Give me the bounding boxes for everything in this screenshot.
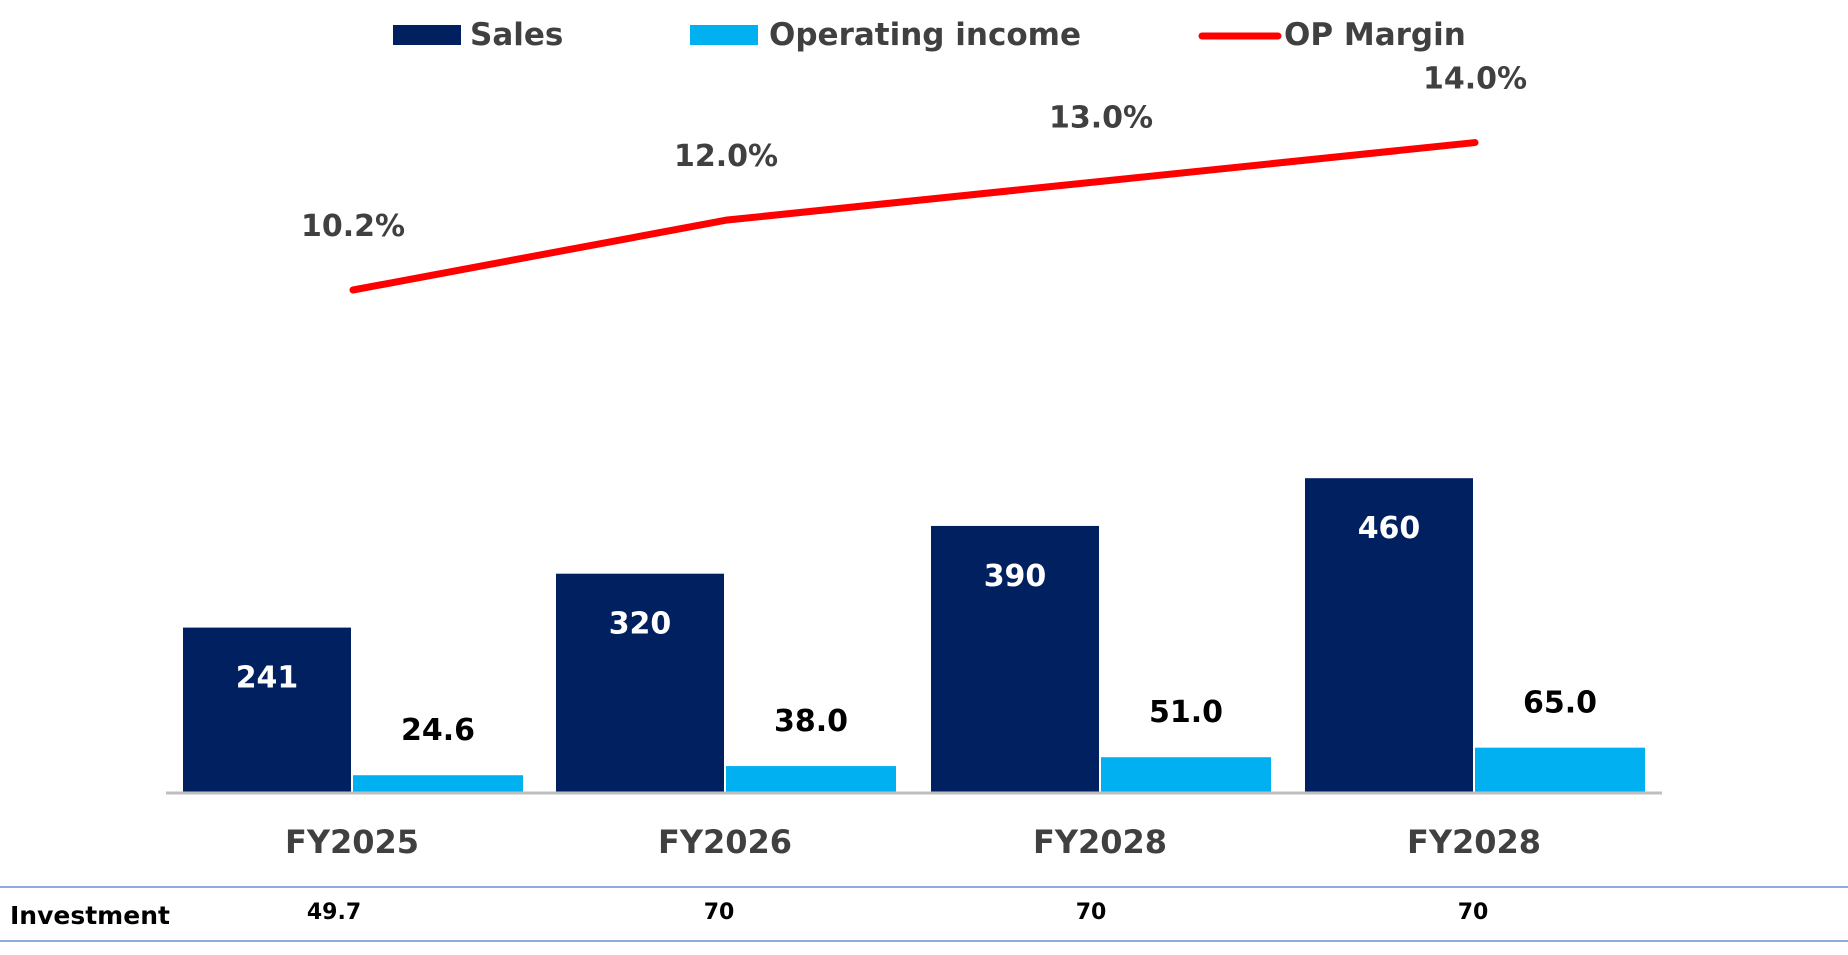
investment-value: 70 xyxy=(1076,900,1107,925)
op-margin-value-label: 12.0% xyxy=(674,139,778,174)
operating-income-bar xyxy=(1101,757,1271,792)
sales-value-label: 320 xyxy=(609,607,672,642)
investment-value: 49.7 xyxy=(307,900,361,925)
legend-swatch xyxy=(393,25,461,45)
op-margin-value-label: 10.2% xyxy=(301,209,405,244)
sales-bar xyxy=(1305,478,1473,792)
op-margin-value-label: 13.0% xyxy=(1049,100,1153,135)
sales-bar xyxy=(931,525,1099,792)
operating-income-bar xyxy=(1475,747,1645,792)
sales-value-label: 390 xyxy=(984,559,1047,594)
x-tick-label: FY2028 xyxy=(1407,823,1541,861)
data-labels: 241 24.6 320 38.0 390 51.0 460 65.0 10.2% 12.0% 13… xyxy=(236,62,1597,749)
table-row-label: Investment xyxy=(10,901,170,930)
investment-table: Investment 49.7 70 70 70 xyxy=(0,886,1848,942)
sales-value-label: 460 xyxy=(1358,511,1421,546)
operating-income-value-label: 24.6 xyxy=(401,713,475,748)
operating-income-bar xyxy=(726,766,896,792)
investment-value: 70 xyxy=(704,900,735,925)
legend-label: Operating income xyxy=(769,17,1081,53)
investment-value: 70 xyxy=(1458,900,1489,925)
x-tick-label: FY2026 xyxy=(658,823,792,861)
operating-income-value-label: 38.0 xyxy=(774,704,848,739)
x-tick-label: FY2025 xyxy=(285,823,419,861)
legend-label: Sales xyxy=(470,17,563,53)
sales-bar xyxy=(556,573,724,792)
sales-value-label: 241 xyxy=(236,661,299,696)
op-margin-line xyxy=(349,139,1479,294)
bars xyxy=(183,478,1645,792)
legend-label: OP Margin xyxy=(1284,17,1466,53)
x-tick-label: FY2028 xyxy=(1033,823,1167,861)
sales-bar xyxy=(183,627,351,792)
legend-swatch xyxy=(690,25,758,45)
op-margin-line-group xyxy=(349,139,1479,294)
operating-income-bar xyxy=(353,775,523,792)
operating-income-value-label: 51.0 xyxy=(1149,695,1223,730)
op-margin-value-label: 14.0% xyxy=(1423,62,1527,97)
operating-income-value-label: 65.0 xyxy=(1523,686,1597,721)
legend: Sales Operating income OP Margin xyxy=(393,17,1466,53)
x-axis: FY2025 FY2026 FY2028 FY2028 xyxy=(166,791,1662,861)
